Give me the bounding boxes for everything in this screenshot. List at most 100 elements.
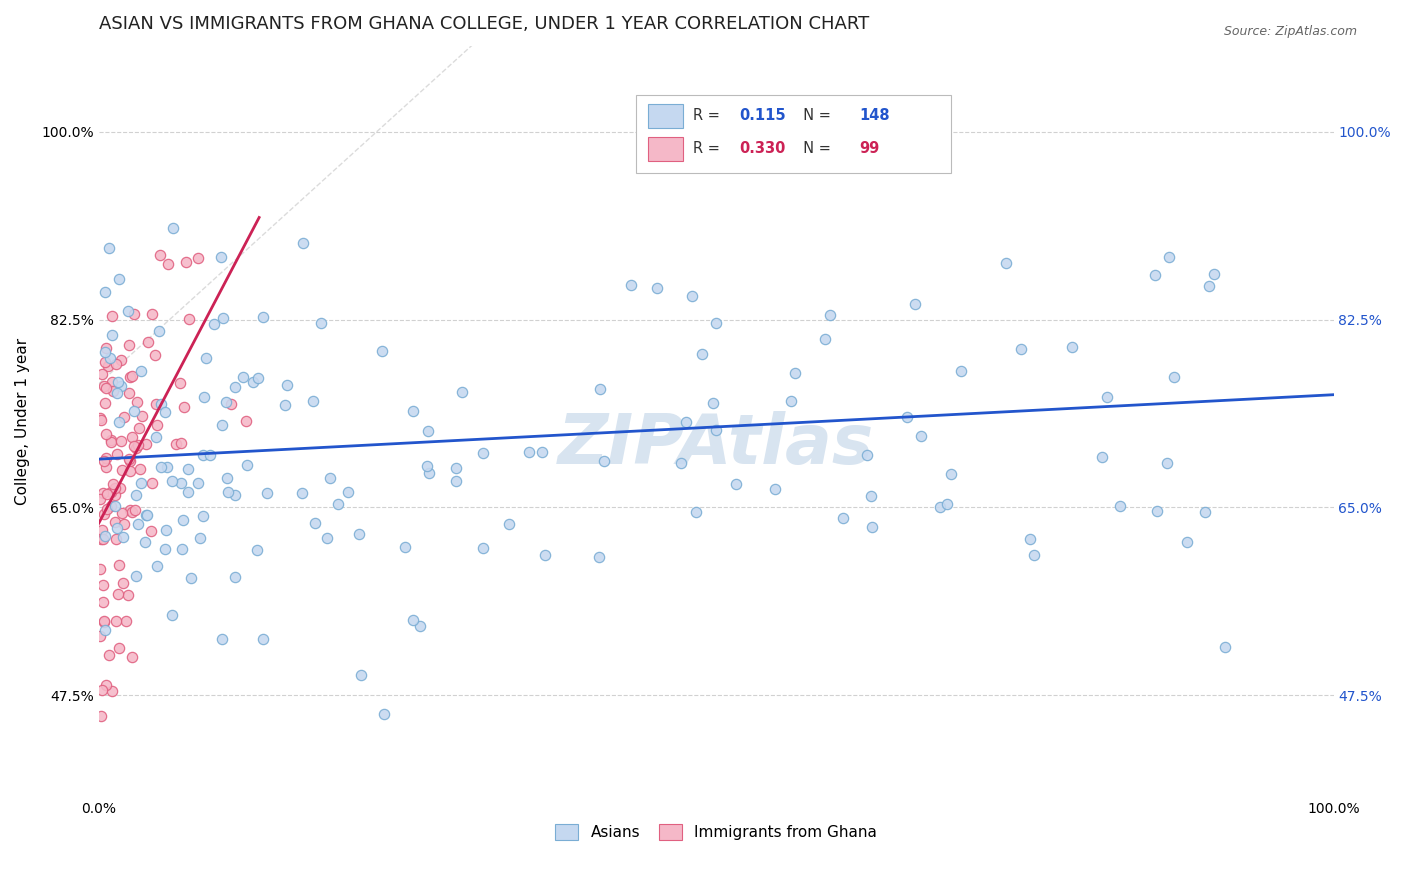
Point	[129, 461, 152, 475]
Point	[94, 355, 117, 369]
Point	[416, 459, 439, 474]
Point	[671, 456, 693, 470]
Point	[162, 607, 184, 622]
Point	[100, 499, 122, 513]
Point	[402, 404, 425, 418]
Point	[94, 341, 117, 355]
Point	[242, 375, 264, 389]
Point	[117, 385, 139, 400]
Point	[195, 351, 218, 365]
Point	[256, 485, 278, 500]
Point	[120, 464, 142, 478]
Point	[131, 409, 153, 423]
Point	[108, 641, 131, 656]
Point	[763, 483, 786, 497]
Point	[232, 370, 254, 384]
Point	[153, 542, 176, 557]
Point	[202, 317, 225, 331]
Point	[91, 595, 114, 609]
Point	[165, 436, 187, 450]
Point	[780, 393, 803, 408]
Point	[156, 257, 179, 271]
Point	[394, 541, 416, 555]
Point	[146, 417, 169, 432]
Point	[675, 415, 697, 429]
Point	[276, 378, 298, 392]
Point	[91, 577, 114, 591]
Point	[125, 488, 148, 502]
Point	[100, 434, 122, 449]
Point	[252, 632, 274, 646]
Point	[105, 532, 128, 546]
Point	[94, 529, 117, 543]
Point	[224, 487, 246, 501]
Point	[704, 316, 727, 330]
Point	[252, 310, 274, 325]
Text: ZIPAtlas: ZIPAtlas	[558, 410, 875, 477]
Point	[97, 241, 120, 255]
Point	[193, 508, 215, 523]
Point	[211, 632, 233, 646]
Point	[180, 571, 202, 585]
Text: N =: N =	[794, 141, 835, 156]
Text: 99: 99	[859, 141, 880, 156]
Point	[127, 516, 149, 531]
Point	[89, 492, 111, 507]
Point	[110, 434, 132, 449]
Point	[702, 396, 724, 410]
Point	[93, 507, 115, 521]
Point	[122, 439, 145, 453]
Point	[128, 421, 150, 435]
Text: ASIAN VS IMMIGRANTS FROM GHANA COLLEGE, UNDER 1 YEAR CORRELATION CHART: ASIAN VS IMMIGRANTS FROM GHANA COLLEGE, …	[98, 15, 869, 33]
Point	[170, 542, 193, 557]
Point	[89, 410, 111, 425]
Point	[209, 250, 232, 264]
Point	[145, 397, 167, 411]
Point	[139, 524, 162, 539]
Point	[319, 471, 342, 485]
Point	[530, 445, 553, 459]
Point	[94, 427, 117, 442]
Point	[169, 376, 191, 390]
Point	[1215, 640, 1237, 655]
Point	[105, 520, 128, 534]
Point	[90, 368, 112, 382]
Point	[101, 683, 124, 698]
Point	[217, 471, 239, 485]
Point	[93, 379, 115, 393]
Point	[1175, 534, 1198, 549]
Point	[127, 394, 149, 409]
Point	[373, 707, 395, 722]
Text: N =: N =	[794, 108, 835, 123]
Point	[90, 532, 112, 546]
Bar	[648, 136, 683, 161]
Point	[117, 588, 139, 602]
Point	[91, 533, 114, 547]
Point	[402, 614, 425, 628]
Point	[105, 614, 128, 628]
Point	[111, 530, 134, 544]
Point	[347, 527, 370, 541]
Point	[129, 476, 152, 491]
Point	[94, 459, 117, 474]
Point	[149, 247, 172, 261]
Point	[620, 277, 643, 292]
Point	[471, 445, 494, 459]
Point	[107, 415, 129, 429]
FancyBboxPatch shape	[636, 95, 950, 173]
Point	[112, 517, 135, 532]
Point	[593, 453, 616, 467]
Point	[121, 505, 143, 519]
Point	[904, 296, 927, 310]
Point	[100, 375, 122, 389]
Point	[121, 368, 143, 383]
Point	[212, 310, 235, 325]
Point	[146, 558, 169, 573]
Point	[1095, 390, 1118, 404]
Point	[110, 481, 132, 495]
Point	[471, 541, 494, 556]
Point	[517, 445, 540, 459]
Point	[93, 454, 115, 468]
Point	[274, 398, 297, 412]
Point	[995, 256, 1018, 270]
